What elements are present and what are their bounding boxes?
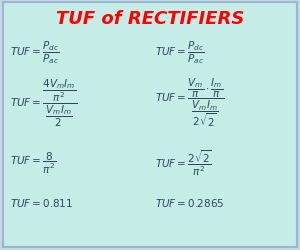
Text: $TUF = \dfrac{P_{dc}}{P_{ac}}$: $TUF = \dfrac{P_{dc}}{P_{ac}}$ xyxy=(10,40,60,66)
Text: $TUF = \dfrac{2\sqrt{2}}{\pi^2}$: $TUF = \dfrac{2\sqrt{2}}{\pi^2}$ xyxy=(155,148,212,177)
FancyBboxPatch shape xyxy=(3,3,297,247)
Text: $TUF = 0.811$: $TUF = 0.811$ xyxy=(10,196,73,208)
Text: $TUF = \dfrac{\dfrac{V_m}{\pi} \cdot \dfrac{I_m}{\pi}}{\dfrac{V_m I_m}{2\sqrt{2}: $TUF = \dfrac{\dfrac{V_m}{\pi} \cdot \df… xyxy=(155,77,224,128)
Text: $TUF = 0.2865$: $TUF = 0.2865$ xyxy=(155,196,224,208)
Text: $TUF = \dfrac{8}{\pi^2}$: $TUF = \dfrac{8}{\pi^2}$ xyxy=(10,150,56,175)
Text: $TUF = \dfrac{P_{dc}}{P_{ac}}$: $TUF = \dfrac{P_{dc}}{P_{ac}}$ xyxy=(155,40,205,66)
Text: TUF of RECTIFIERS: TUF of RECTIFIERS xyxy=(56,10,244,28)
Text: $TUF = \dfrac{\dfrac{4V_m I_m}{\pi^2}}{\dfrac{V_m I_m}{2}}$: $TUF = \dfrac{\dfrac{4V_m I_m}{\pi^2}}{\… xyxy=(10,77,77,128)
